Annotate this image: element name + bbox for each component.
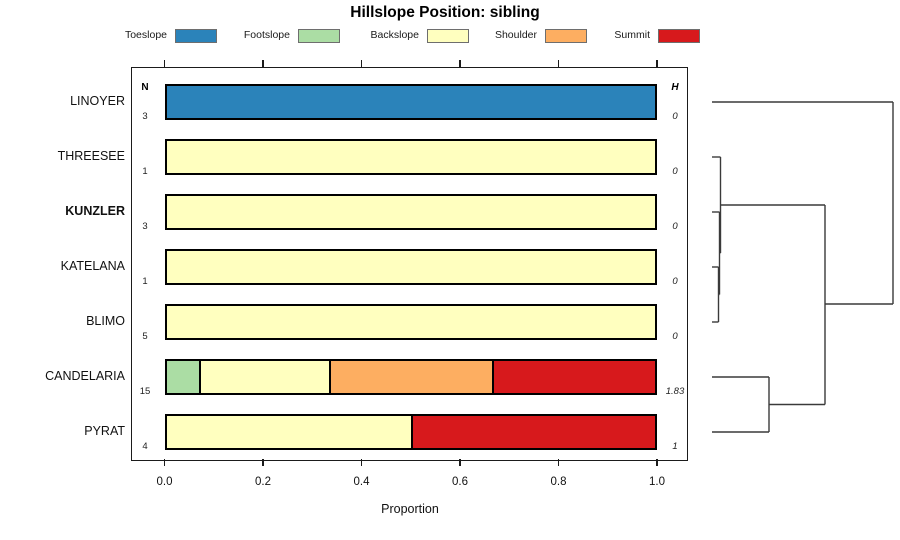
legend-swatch-backslope (427, 29, 469, 43)
bar-segment-backslope (166, 141, 655, 173)
plot-area (131, 67, 688, 461)
bar-candelaria (164, 359, 657, 395)
h-value-blimo: 0 (672, 331, 678, 342)
bar-kunzler (164, 194, 657, 230)
x-tick-bottom (163, 459, 166, 466)
x-tick-top (360, 60, 363, 67)
x-tick-label: 0.0 (156, 476, 173, 488)
series-label-blimo: BLIMO (86, 314, 125, 328)
series-label-pyrat: PYRAT (84, 424, 125, 438)
legend-label-summit: Summit (614, 29, 650, 41)
series-label-candelaria: CANDELARIA (45, 369, 125, 383)
h-value-candelaria: 1.83 (665, 386, 685, 397)
n-value-blimo: 5 (142, 331, 148, 342)
x-tick-label: 0.6 (452, 476, 468, 488)
bar-katelana (164, 249, 657, 285)
x-axis-title: Proportion (381, 502, 439, 516)
bar-segment-summit (492, 361, 655, 393)
x-tick-top (459, 60, 461, 67)
x-tick-label: 0.2 (255, 476, 271, 488)
legend-label-footslope: Footslope (243, 29, 290, 41)
series-label-katelana: KATELANA (60, 259, 125, 273)
legend-swatch-toeslope (175, 29, 217, 43)
bar-segment-summit (410, 416, 655, 448)
chart-title: Hillslope Position: sibling (350, 4, 540, 21)
h-value-linoyer: 0 (672, 111, 678, 122)
series-label-linoyer: LINOYER (70, 94, 125, 108)
bar-segment-backslope (166, 251, 655, 283)
legend-label-shoulder: Shoulder (494, 29, 537, 41)
bar-blimo (164, 304, 657, 340)
n-value-pyrat: 4 (142, 441, 148, 452)
n-value-threesee: 1 (142, 166, 148, 177)
x-tick-label: 0.8 (550, 476, 567, 488)
bar-segment-backslope (166, 196, 655, 228)
h-value-kunzler: 0 (672, 221, 678, 232)
x-tick-bottom (656, 459, 658, 466)
n-value-katelana: 1 (142, 276, 148, 287)
series-label-kunzler: KUNZLER (65, 204, 125, 218)
h-column-header: H (671, 82, 679, 93)
bar-segment-footslope (166, 361, 200, 393)
legend-label-backslope: Backslope (370, 29, 419, 41)
legend-swatch-footslope (298, 29, 340, 43)
series-label-threesee: THREESEE (57, 149, 125, 163)
legend-swatch-shoulder (545, 29, 587, 43)
x-tick-label: 0.4 (353, 476, 370, 488)
legend-label-toeslope: Toeslope (124, 29, 167, 41)
x-tick-top (262, 60, 264, 67)
bar-segment-backslope (166, 306, 655, 338)
n-value-candelaria: 15 (139, 386, 151, 397)
bar-segment-backslope (199, 361, 330, 393)
bar-segment-toeslope (166, 86, 655, 118)
x-tick-top (656, 60, 658, 67)
x-tick-bottom (262, 459, 264, 466)
bar-threesee (164, 139, 657, 175)
x-tick-bottom (557, 459, 560, 466)
legend-swatch-summit (658, 29, 700, 43)
bar-linoyer (164, 84, 657, 120)
bar-pyrat (164, 414, 657, 450)
bar-segment-backslope (166, 416, 411, 448)
x-tick-bottom (459, 459, 461, 466)
h-value-pyrat: 1 (672, 441, 678, 452)
x-tick-top (557, 60, 560, 67)
h-value-threesee: 0 (672, 166, 678, 177)
n-value-kunzler: 3 (142, 221, 148, 232)
bar-segment-shoulder (329, 361, 493, 393)
n-column-header: N (141, 82, 149, 93)
x-tick-bottom (360, 459, 363, 466)
n-value-linoyer: 3 (142, 111, 148, 122)
x-tick-top (163, 60, 166, 67)
h-value-katelana: 0 (672, 276, 678, 287)
x-tick-label: 1.0 (649, 476, 665, 488)
